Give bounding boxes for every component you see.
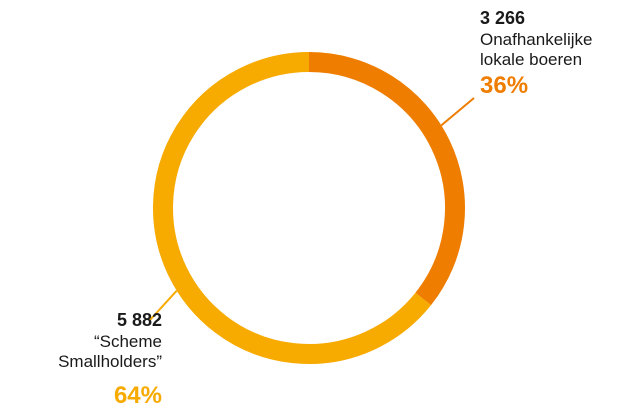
slice-value: 5 882 bbox=[116, 310, 162, 330]
slice-value: 3 266 bbox=[480, 8, 526, 28]
slice-label-independent-farmers: 3 266 Onafhankelijke lokale boeren 36% bbox=[480, 8, 625, 101]
slice-percent: 64% bbox=[113, 382, 162, 410]
slice-percent: 36% bbox=[480, 72, 529, 100]
donut-slice-1 bbox=[153, 52, 432, 364]
leader-line-scheme-smallholders bbox=[149, 289, 178, 321]
slice-label-scheme-smallholders: 5 882 “Scheme Smallholders” 64% bbox=[0, 310, 162, 411]
leader-line-independent-farmers bbox=[440, 97, 475, 127]
slice-description: Onafhankelijke lokale boeren bbox=[480, 29, 593, 69]
slice-description: “Scheme Smallholders” bbox=[58, 331, 162, 371]
donut-slice-0 bbox=[308, 52, 465, 306]
